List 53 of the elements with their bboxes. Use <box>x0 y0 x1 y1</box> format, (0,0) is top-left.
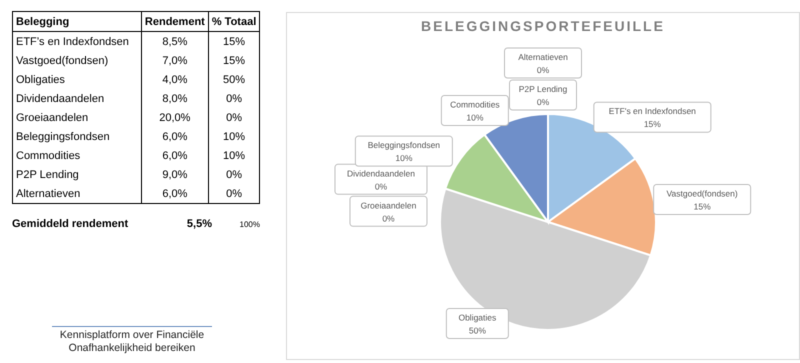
text: P2P Lending <box>12 165 142 184</box>
text: Gemiddeld rendement <box>12 218 130 230</box>
text: 10% <box>208 146 260 165</box>
category-label: Dividendaandelen <box>346 168 415 178</box>
text: 5,5% <box>186 218 212 230</box>
slice-label: Beleggingsfondsen <box>368 140 440 150</box>
text: Beleggingsfondsen <box>12 127 142 146</box>
data-label: 15% <box>694 201 712 212</box>
text: Kennisplatform over Financiële Onafhankelijkheid bereiken <box>52 326 212 355</box>
text: 7,0% <box>141 51 209 70</box>
text: 9,0% <box>141 165 209 184</box>
text: 15% <box>208 51 260 70</box>
text: 15% <box>208 32 260 51</box>
text: 0% <box>536 65 550 75</box>
text: 6,0% <box>141 127 209 146</box>
text: 8,5% <box>141 32 209 51</box>
text: Vastgoed(fondsen) <box>12 51 142 70</box>
data-label: 10% <box>466 112 484 122</box>
text: 6,0% <box>141 146 209 165</box>
text: 100% <box>238 220 260 229</box>
text: 10% <box>208 127 260 146</box>
text: Rendement <box>141 12 209 32</box>
category-label: P2P Lending <box>518 84 568 94</box>
text: 0% <box>208 108 260 127</box>
text: 8,0% <box>141 89 209 108</box>
text: 0% <box>208 89 260 108</box>
slice-label: Vastgoed(fondsen) <box>666 188 738 198</box>
text: 20,0% <box>141 108 209 127</box>
text: 0% <box>374 181 388 192</box>
text: % Totaal <box>208 12 260 32</box>
text: 50% <box>208 70 260 89</box>
chart-title: BELEGGINGSPORTEFEUILLE <box>420 18 666 34</box>
text: Groeiaandelen <box>12 108 142 127</box>
data-label: 15% <box>644 119 662 130</box>
text: 0% <box>382 213 395 224</box>
text: 0% <box>208 184 260 204</box>
text: Commodities <box>12 146 142 165</box>
text: 0% <box>536 97 550 107</box>
category-label: Alternatieven <box>518 52 568 62</box>
slice-label: ETF's en Indexfondsen <box>608 106 696 116</box>
text: 4,0% <box>141 70 209 89</box>
text: Obligaties <box>12 70 142 89</box>
text: Alternatieven <box>12 184 142 204</box>
data-label: 50% <box>468 326 486 336</box>
slice-label: Commodities <box>450 99 500 110</box>
slice-label: Obligaties <box>458 312 496 323</box>
text: Belegging <box>12 12 142 32</box>
text: 0% <box>208 165 260 184</box>
category-label: Groeiaandelen <box>360 200 416 210</box>
text: Dividendaandelen <box>12 89 142 108</box>
text: 6,0% <box>141 184 209 204</box>
data-label: 10% <box>395 153 413 164</box>
text: ETF’s en Indexfondsen <box>12 32 142 51</box>
